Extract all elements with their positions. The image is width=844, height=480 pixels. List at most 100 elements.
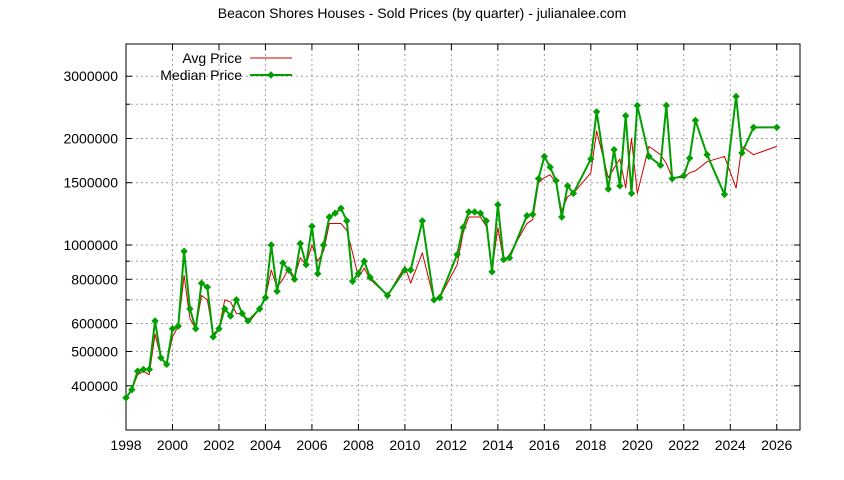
data-point-median-price <box>325 213 334 221</box>
data-point-median-price <box>197 279 206 287</box>
data-point-median-price <box>366 273 374 282</box>
data-point-median-price <box>523 212 531 220</box>
y-tick-label: 500000 <box>71 344 118 360</box>
data-point-median-price <box>186 305 194 313</box>
y-tick-label: 800000 <box>71 271 118 287</box>
x-tick-label: 2010 <box>389 437 420 453</box>
data-point-median-price <box>133 367 142 375</box>
data-point-median-price <box>436 293 444 302</box>
x-tick-label: 2012 <box>436 437 467 453</box>
data-point-median-price <box>354 269 363 278</box>
x-tick-label: 1998 <box>110 437 141 453</box>
data-point-median-price <box>482 217 490 225</box>
data-point-median-price <box>627 189 636 198</box>
data-point-median-price <box>430 296 438 304</box>
data-point-median-price <box>470 208 479 216</box>
x-tick-label: 2016 <box>529 437 560 453</box>
data-point-median-price <box>139 365 148 374</box>
data-point-median-price <box>162 360 171 369</box>
data-point-median-price <box>494 200 502 209</box>
data-point-median-price <box>616 182 624 190</box>
x-tick-label: 2006 <box>296 437 327 453</box>
data-point-median-price <box>604 185 612 193</box>
data-point-median-price <box>569 189 578 198</box>
y-tick-label: 2000000 <box>63 131 118 147</box>
data-point-median-price <box>383 291 392 300</box>
data-point-median-price <box>656 161 665 170</box>
data-point-median-price <box>592 108 601 116</box>
data-point-median-price <box>122 394 130 402</box>
x-tick-label: 2000 <box>157 437 188 453</box>
data-point-median-price <box>226 312 235 320</box>
x-tick-label: 2004 <box>250 437 281 453</box>
data-point-median-price <box>284 266 293 274</box>
data-point-median-price <box>691 116 700 125</box>
legend-label-avg: Avg Price <box>182 50 242 66</box>
data-point-median-price <box>273 287 281 295</box>
data-point-median-price <box>215 325 223 333</box>
data-point-median-price <box>552 176 560 185</box>
data-point-median-price <box>145 365 153 374</box>
data-point-median-price <box>499 255 508 264</box>
data-point-median-price <box>529 210 537 219</box>
x-tick-label: 2026 <box>761 437 792 453</box>
data-point-median-price <box>128 385 136 394</box>
x-tick-label: 2008 <box>343 437 374 453</box>
data-point-median-price <box>174 322 183 330</box>
data-point-median-price <box>587 155 595 163</box>
data-point-median-price <box>540 152 549 161</box>
data-point-median-price <box>685 154 694 162</box>
y-tick-label: 600000 <box>71 316 118 332</box>
y-tick-label: 3000000 <box>63 68 118 84</box>
data-point-median-price <box>488 268 496 276</box>
x-tick-label: 2020 <box>622 437 653 453</box>
data-point-median-price <box>668 174 676 183</box>
y-tick-label: 1500000 <box>63 175 118 191</box>
x-tick-label: 2002 <box>203 437 234 453</box>
data-point-median-price <box>633 101 642 110</box>
data-point-median-price <box>610 145 618 154</box>
data-point-median-price <box>534 174 543 183</box>
data-point-median-price <box>238 309 246 318</box>
data-point-median-price <box>337 204 345 213</box>
data-point-median-price <box>453 250 461 259</box>
data-point-median-price <box>401 266 409 274</box>
data-point-median-price <box>732 92 740 101</box>
data-point-median-price <box>360 257 368 265</box>
data-point-median-price <box>261 293 270 302</box>
data-point-median-price <box>209 333 217 341</box>
data-point-median-price <box>244 317 252 325</box>
data-point-median-price <box>703 151 711 159</box>
data-point-median-price <box>255 305 264 313</box>
legend-marker-median-price <box>267 71 275 79</box>
data-point-median-price <box>645 152 653 161</box>
data-point-median-price <box>773 123 781 132</box>
data-point-median-price <box>558 213 566 221</box>
plot-frame <box>125 43 801 431</box>
data-point-median-price <box>720 190 729 199</box>
data-point-median-price <box>267 241 275 249</box>
data-point-median-price <box>232 296 241 304</box>
data-point-median-price <box>738 149 746 157</box>
x-tick-label: 2014 <box>482 437 513 453</box>
data-point-median-price <box>749 123 758 132</box>
axis-ticks: 1998 2000 2002 2004 2006 2008 2010 2012 2014 2016… <box>63 44 800 453</box>
data-point-median-price <box>180 247 188 255</box>
data-point-median-price <box>308 222 316 230</box>
data-point-median-price <box>331 209 339 217</box>
data-point-median-price <box>476 209 485 217</box>
data-point-median-price <box>563 182 572 190</box>
y-tick-label: 400000 <box>71 378 118 394</box>
data-point-median-price <box>296 239 305 248</box>
data-point-median-price <box>168 325 177 333</box>
x-tick-label: 2022 <box>668 437 699 453</box>
x-tick-label: 2024 <box>715 437 746 453</box>
data-point-median-price <box>418 217 427 225</box>
data-point-median-price <box>151 317 159 325</box>
data-point-median-price <box>157 354 165 362</box>
data-point-median-price <box>302 260 310 269</box>
data-point-median-price <box>314 269 322 278</box>
data-point-median-price <box>279 259 287 267</box>
legend: Avg Price Median Price <box>160 50 292 83</box>
